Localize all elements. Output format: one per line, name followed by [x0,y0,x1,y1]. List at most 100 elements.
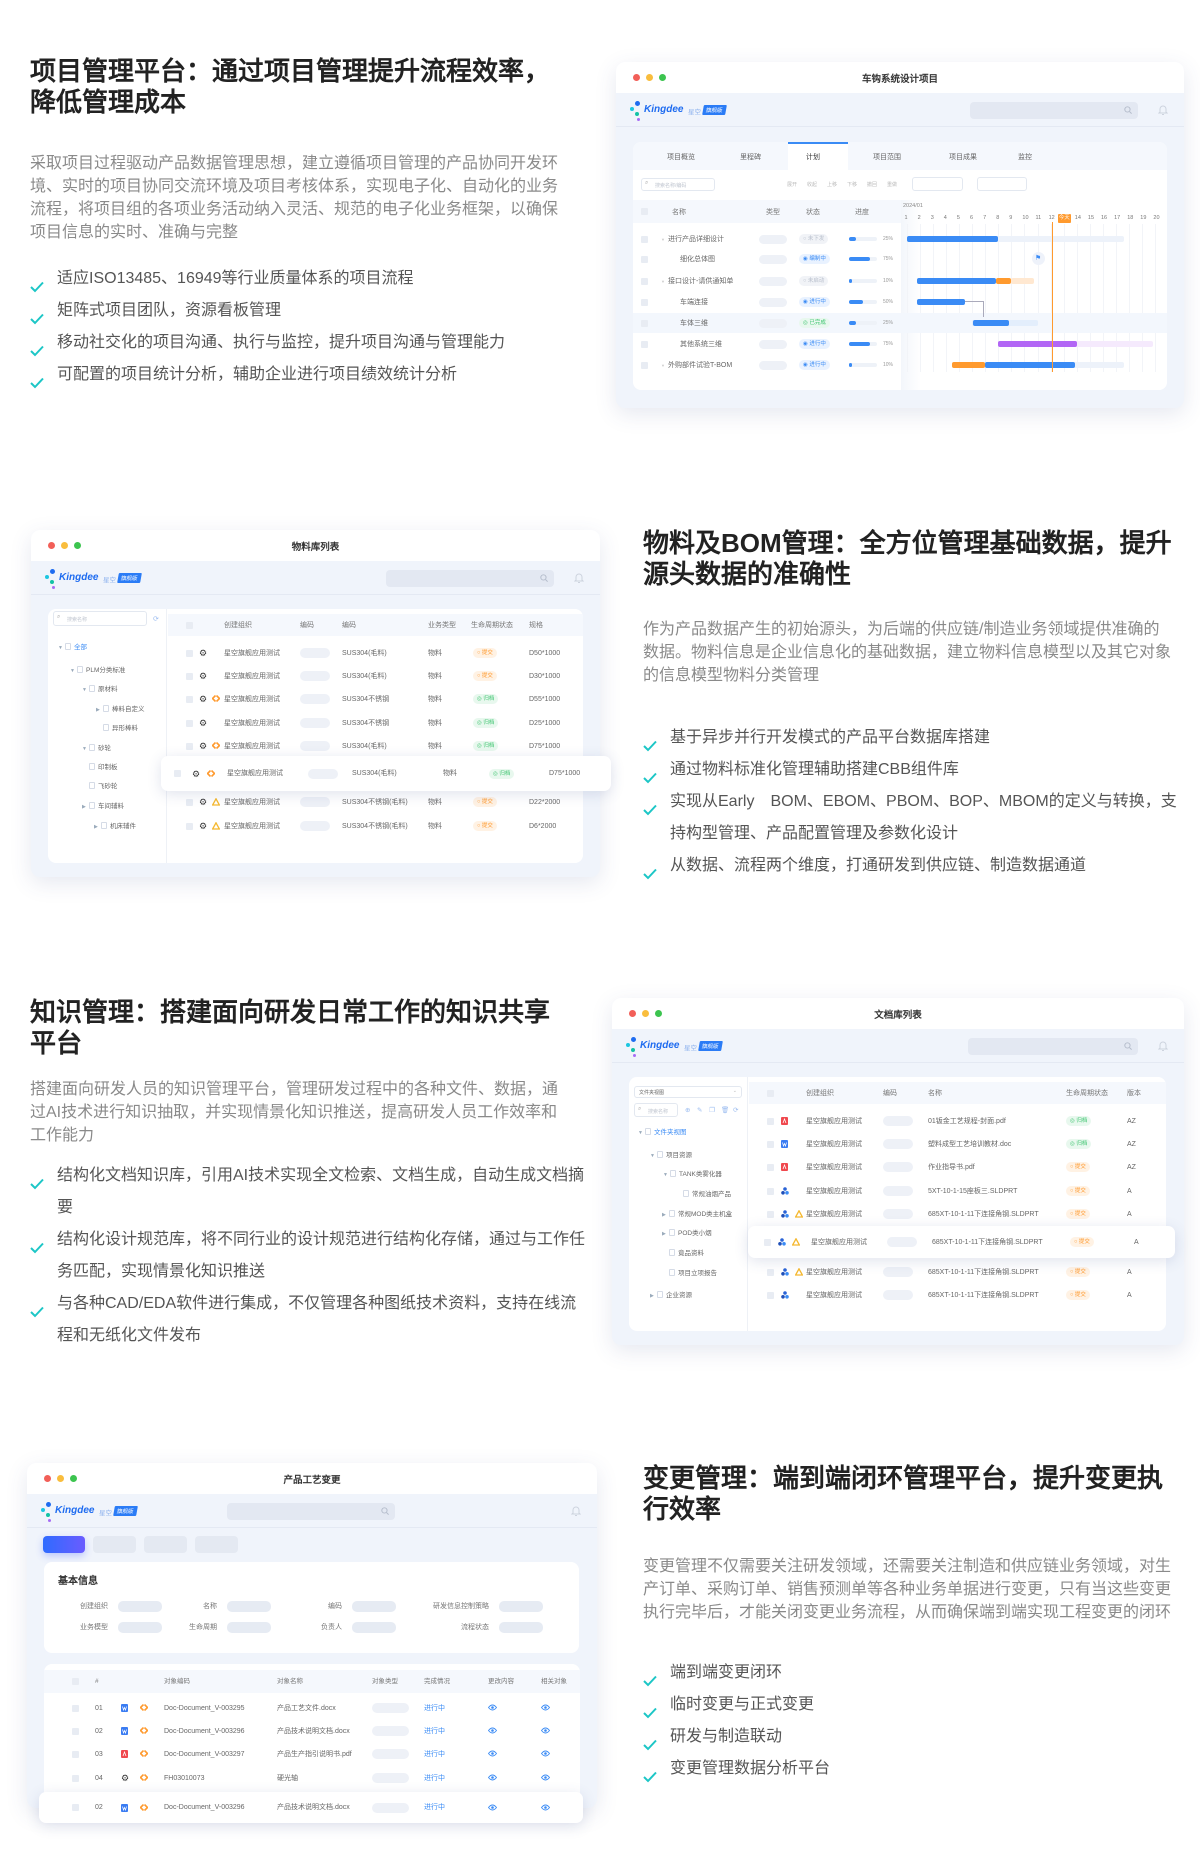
global-search-input[interactable] [386,570,554,587]
add-icon[interactable]: ⊕ [685,1107,691,1114]
row-checkbox[interactable] [641,340,648,348]
eye-icon[interactable] [540,1727,551,1735]
tree-node[interactable]: 常规油烟产品 [676,1189,731,1199]
row-checkbox[interactable] [767,1140,774,1148]
hovered-table-row[interactable]: 02 Doc-Document_V-003296 产品技术说明文档.docx 进行中 [39,1792,583,1823]
minimize-window-button[interactable] [61,542,68,549]
minimize-window-button[interactable] [57,1475,64,1482]
filter-input[interactable] [977,177,1027,191]
milestone-flag-icon[interactable]: ⚑ [1031,252,1045,265]
row-checkbox[interactable] [641,255,648,263]
tree-node[interactable]: ▼ 文件夹视图 [638,1127,687,1138]
close-window-button[interactable] [48,542,55,549]
global-search-input[interactable] [968,1038,1138,1055]
bell-icon[interactable] [570,1504,582,1522]
edit-icon[interactable]: ✎ [697,1107,703,1114]
toolbar-button[interactable]: 展开 [787,182,798,188]
document-name-link[interactable]: 5XT-10-1-15座板三.SLDPRT [928,1187,1018,1195]
row-checkbox[interactable] [72,1774,79,1782]
view-select[interactable]: 文件夹视图 ⌄ [634,1086,742,1098]
row-checkbox[interactable] [186,742,193,750]
row-checkbox[interactable] [764,1238,771,1246]
row-checkbox[interactable] [72,1750,79,1758]
tree-search-input[interactable]: ⌕ 搜索名称 [634,1103,678,1117]
gantt-bar[interactable] [1011,278,1034,284]
document-name-link[interactable]: 685XT-10-1-11下连接角钢.SLDPRT [928,1268,1039,1276]
bell-icon[interactable] [1157,103,1169,121]
row-checkbox[interactable] [767,1210,774,1218]
tree-node[interactable]: 异形棒料 [96,723,138,733]
eye-icon[interactable] [540,1774,551,1782]
eye-icon[interactable] [487,1704,498,1712]
row-checkbox[interactable] [72,1727,79,1735]
tab-3[interactable]: 项目范围 [873,154,901,161]
tree-node[interactable]: ▶ 棒料自定义 [96,704,145,715]
document-name-link[interactable]: 685XT-10-1-11下连接角钢.SLDPRT [928,1291,1039,1299]
gantt-bar[interactable] [985,362,1076,368]
tree-node[interactable]: ▼ 原材料 [82,684,118,695]
refresh-icon[interactable]: ⟳ [153,616,159,623]
eye-icon[interactable] [540,1804,551,1812]
minimize-window-button[interactable] [642,1010,649,1017]
tree-node[interactable]: ▶ 机床辅件 [94,821,136,832]
tree-node[interactable]: 印制板 [82,762,118,772]
tab-5[interactable]: 监控 [1018,154,1032,161]
maximize-window-button[interactable] [655,1010,662,1017]
close-window-button[interactable] [44,1475,51,1482]
tree-node[interactable]: ▶ 车间辅料 [82,801,124,812]
hovered-table-row[interactable]: ⚙ 星空旗舰应用测试 SUS304(毛料) 物料 ◎ 归档 D75*1000 [161,756,611,791]
maximize-window-button[interactable] [70,1475,77,1482]
row-checkbox[interactable] [641,319,648,327]
tree-node[interactable]: 竟品资料 [662,1248,704,1258]
row-checkbox[interactable] [72,1804,79,1811]
tab-placeholder[interactable] [195,1536,238,1553]
eye-icon[interactable] [487,1774,498,1782]
row-checkbox[interactable] [641,235,648,243]
row-checkbox[interactable] [186,719,193,727]
caret-down-icon[interactable]: ▼ [661,237,665,242]
row-checkbox[interactable] [641,361,648,369]
eye-icon[interactable] [487,1750,498,1758]
row-checkbox[interactable] [767,1187,774,1195]
copy-icon[interactable]: ❐ [709,1107,715,1114]
tree-node[interactable]: ▼ 全部 [58,642,87,653]
row-checkbox[interactable] [186,649,193,657]
field-value-input[interactable] [227,1621,271,1633]
select-all-checkbox[interactable] [72,1678,79,1685]
plan-search-input[interactable]: ⌕ 搜索名称/编码 [641,178,715,191]
tab-4[interactable]: 项目成果 [949,154,977,161]
tree-node[interactable]: ▶ POD类小烟 [662,1228,712,1239]
close-window-button[interactable] [629,1010,636,1017]
select-all-checkbox[interactable] [767,1090,774,1097]
field-value-input[interactable] [118,1621,162,1633]
document-name-link[interactable]: 685XT-10-1-11下连接角钢.SLDPRT [928,1210,1039,1218]
bell-icon[interactable] [1157,1039,1169,1057]
tree-node[interactable]: ▼ 砂轮 [82,743,111,754]
tab-placeholder[interactable] [93,1536,136,1553]
field-value-input[interactable] [499,1600,543,1612]
tree-node[interactable]: ▼ TANK类雾化器 [663,1169,722,1180]
toolbar-button[interactable]: 下移 [847,182,858,188]
bell-icon[interactable] [573,571,585,589]
row-checkbox[interactable] [767,1268,774,1276]
row-checkbox[interactable] [72,1704,79,1712]
caret-down-icon[interactable]: ▼ [661,279,665,284]
select-all-checkbox[interactable] [186,622,193,629]
row-checkbox[interactable] [641,298,648,306]
eye-icon[interactable] [540,1750,551,1758]
tab-0[interactable]: 项目概览 [667,154,695,161]
row-checkbox[interactable] [186,672,193,680]
tree-node[interactable]: 飞砂轮 [82,781,118,791]
row-checkbox[interactable] [767,1117,774,1125]
tab-active[interactable] [43,1536,85,1553]
eye-icon[interactable] [487,1727,498,1735]
tab-placeholder[interactable] [144,1536,187,1553]
tree-node[interactable]: ▶ 企业资源 [650,1290,692,1301]
tree-node[interactable]: ▼ PLM分类标准 [70,665,125,676]
maximize-window-button[interactable] [74,542,81,549]
gantt-bar[interactable] [916,299,966,305]
field-value-input[interactable] [352,1600,396,1612]
eye-icon[interactable] [487,1804,498,1812]
tab-1[interactable]: 里程碑 [740,154,761,161]
select-all-checkbox[interactable] [641,208,648,215]
